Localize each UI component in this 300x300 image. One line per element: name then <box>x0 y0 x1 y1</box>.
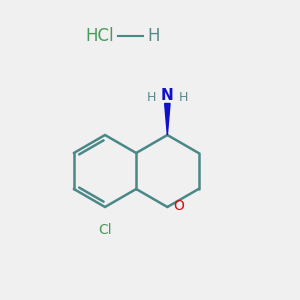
Text: HCl: HCl <box>85 27 114 45</box>
Text: Cl: Cl <box>98 224 112 238</box>
Text: O: O <box>173 199 184 212</box>
Polygon shape <box>165 103 170 135</box>
Text: H: H <box>147 27 160 45</box>
Text: N: N <box>161 88 174 103</box>
Text: H: H <box>147 91 156 104</box>
Text: H: H <box>179 91 188 104</box>
